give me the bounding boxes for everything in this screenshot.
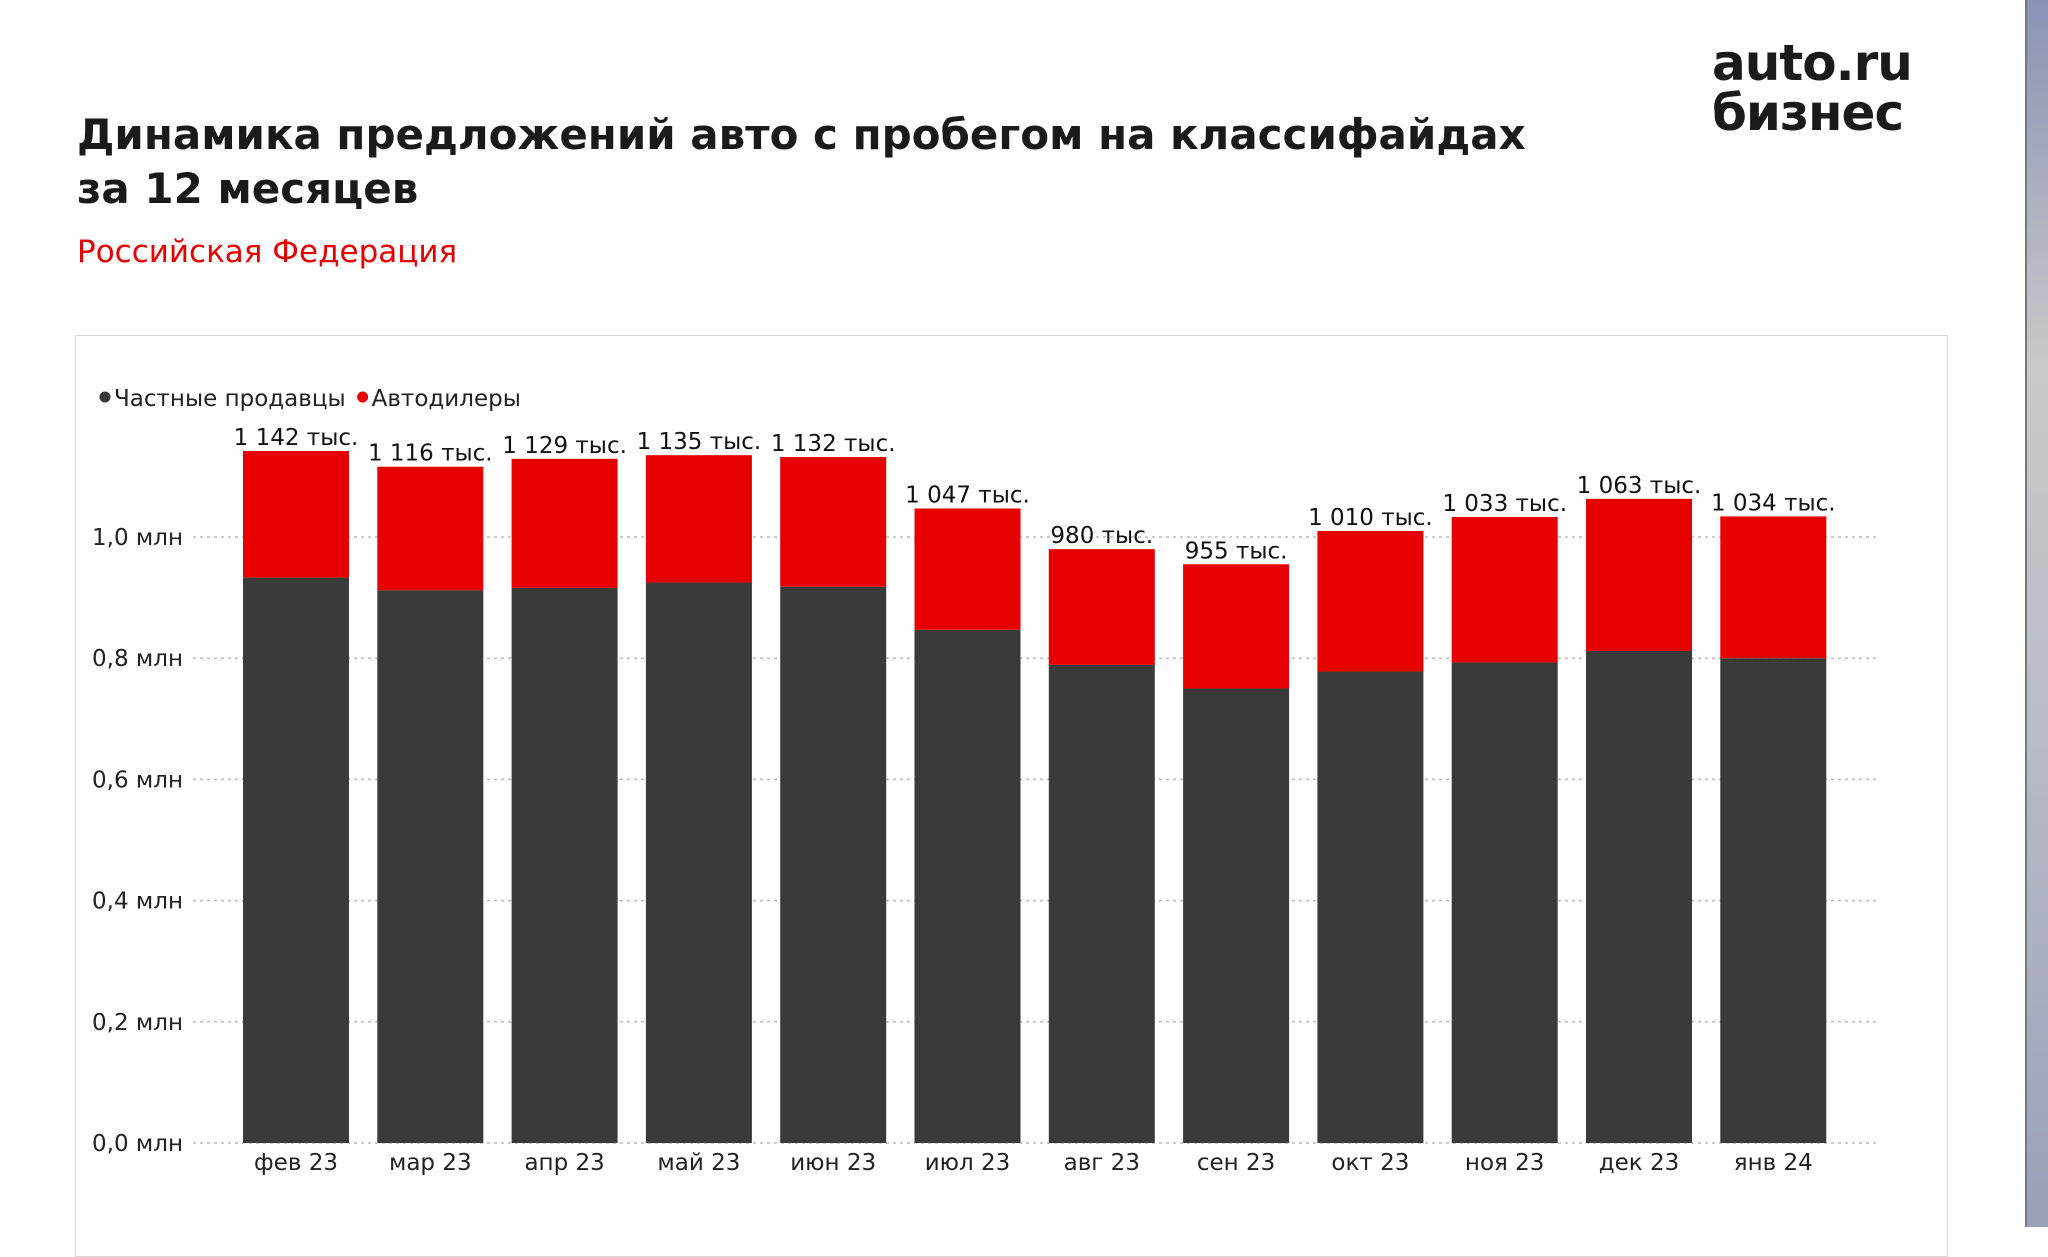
chart: 0,0 млн 0,2 млн 0,4 млн 0,6 млн 0,8 млн 1,0 м… — [92, 386, 1877, 1176]
x-tick-label: фев 23 — [254, 1150, 338, 1176]
data-label: 955 тыс. — [1185, 538, 1288, 564]
x-tick-label: сен 23 — [1197, 1150, 1275, 1176]
y-tick-label: 0,4 млн — [92, 889, 183, 915]
bar-private — [645, 582, 752, 1143]
bar-dealers — [645, 455, 752, 583]
bar-private — [1317, 671, 1424, 1143]
bar-private — [377, 590, 484, 1143]
x-tick-label: окт 23 — [1331, 1150, 1409, 1176]
x-tick-label: июн 23 — [790, 1150, 876, 1176]
bar-dealers — [1720, 516, 1827, 659]
chart-subtitle: Российская Федерация — [77, 234, 458, 270]
bar-private — [1586, 650, 1692, 1143]
data-label: 1 034 тыс. — [1711, 490, 1836, 516]
bar-private — [243, 577, 349, 1143]
y-tick-label: 1,0 млн — [92, 525, 183, 551]
bar-dealers — [1451, 517, 1558, 663]
legend-marker — [357, 391, 369, 403]
data-label: 980 тыс. — [1050, 523, 1153, 549]
legend-marker — [99, 391, 111, 403]
data-label: 1 129 тыс. — [502, 433, 627, 459]
data-label: 1 116 тыс. — [368, 441, 493, 467]
data-label: 1 033 тыс. — [1442, 491, 1567, 517]
x-tick-label: ноя 23 — [1465, 1150, 1545, 1176]
bar-dealers — [1048, 549, 1155, 665]
bar-private — [914, 629, 1021, 1143]
y-tick-label: 0,8 млн — [92, 646, 183, 672]
data-label: 1 010 тыс. — [1308, 505, 1433, 531]
data-label: 1 047 тыс. — [905, 483, 1030, 509]
data-label: 1 063 тыс. — [1577, 473, 1702, 499]
data-label: 1 142 тыс. — [234, 425, 359, 451]
bar-dealers — [377, 466, 484, 591]
x-tick-label: май 23 — [657, 1150, 740, 1176]
bar-dealers — [511, 458, 618, 588]
bar-private — [1720, 658, 1827, 1143]
background-window-strip — [2025, 0, 2048, 1227]
bar-private — [780, 586, 887, 1143]
x-tick-label: мар 23 — [389, 1150, 472, 1176]
bar-dealers — [1183, 564, 1290, 689]
bar-dealers — [1317, 530, 1424, 672]
chart-title: Динамика предложений авто с пробегом на … — [77, 110, 1526, 213]
logo-line2: бизнес — [1712, 84, 1904, 142]
x-tick-label: июл 23 — [925, 1150, 1011, 1176]
bar-dealers — [1586, 498, 1692, 651]
y-tick-label: 0,6 млн — [92, 767, 183, 793]
bar-dealers — [243, 450, 349, 578]
x-tick-label: янв 24 — [1734, 1150, 1813, 1176]
legend-label: Автодилеры — [372, 386, 521, 412]
x-tick-label: дек 23 — [1599, 1150, 1680, 1176]
bar-private — [1451, 662, 1558, 1143]
x-tick-label: авг 23 — [1064, 1150, 1140, 1176]
logo-line1: auto.ru — [1712, 34, 1913, 92]
bar-dealers — [914, 508, 1021, 630]
data-label: 1 135 тыс. — [637, 429, 762, 455]
bar-private — [511, 587, 618, 1143]
x-tick-label: апр 23 — [524, 1150, 604, 1176]
data-label: 1 132 тыс. — [771, 431, 896, 457]
y-tick-label: 0,2 млн — [92, 1010, 183, 1036]
logo: auto.ru бизнес — [1712, 34, 1913, 142]
bar-private — [1048, 664, 1155, 1143]
bar-private — [1183, 688, 1290, 1143]
bar-dealers — [780, 457, 887, 587]
y-tick-label: 0,0 млн — [92, 1131, 183, 1157]
legend-label: Частные продавцы — [114, 386, 346, 412]
